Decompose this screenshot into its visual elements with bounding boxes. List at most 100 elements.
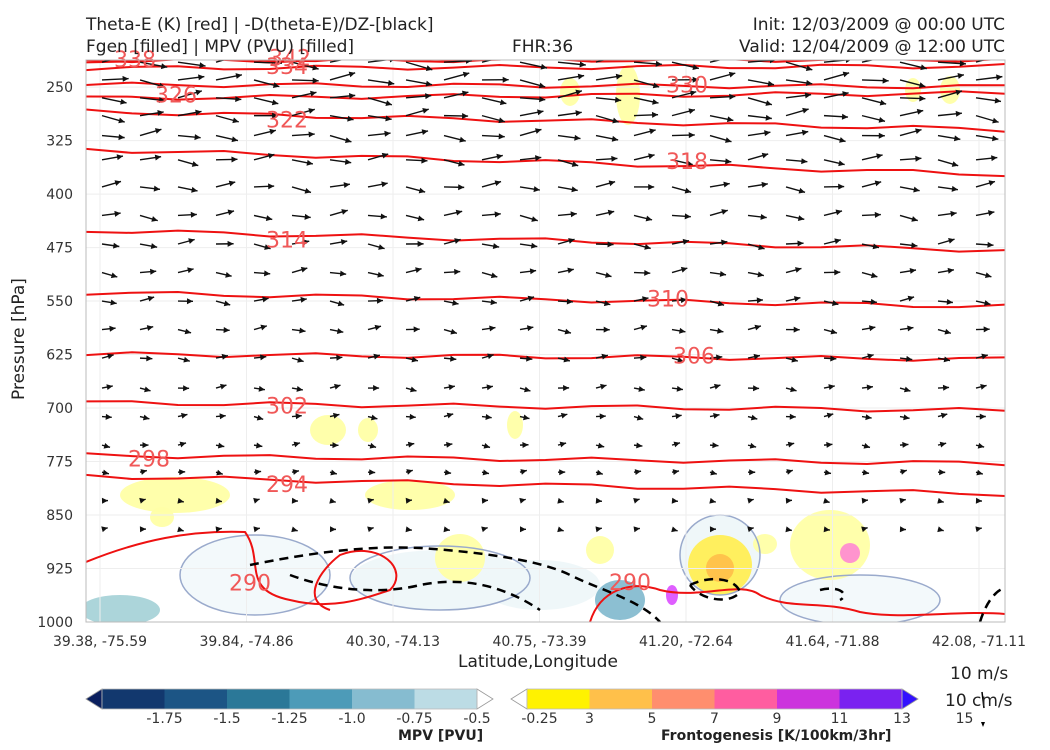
wind-vector-head-360 [103, 442, 111, 449]
mpv-colorbar: -1.75 -1.5 -1.25 -1.0 -0.75 -0.5 -0.25 [85, 688, 558, 727]
wind-vector-head-308 [867, 353, 874, 360]
wind-vector-head-67 [842, 91, 849, 97]
wind-vector-head-347 [523, 414, 530, 421]
wind-vector-head-337 [142, 414, 150, 421]
wind-vector-head-336 [105, 413, 112, 420]
wind-vector-head-222 [339, 270, 347, 277]
header-left-line2: Fgen [filled] | MPV (PVU) [filled] [86, 37, 355, 57]
wind-vector-head-288 [107, 353, 114, 360]
wind-vector-head-99 [231, 136, 238, 143]
mpv-colorbar-swatch-3 [227, 689, 290, 709]
fill-blob-4 [780, 575, 940, 622]
wind-vector-head-285 [907, 325, 914, 332]
wind-vector-head-318 [334, 383, 341, 390]
wind-vector-head-300 [563, 356, 570, 363]
wind-vector-head-183 [684, 213, 691, 220]
wind-vector-head-129 [458, 160, 465, 167]
wind-vector-head-27 [235, 73, 242, 79]
wind-vector-head-452 [861, 526, 868, 533]
wind-vector-head-196 [264, 244, 271, 250]
stability-contour-4 [819, 587, 846, 602]
wind-vector-head-330 [790, 386, 797, 393]
wind-vector-head-299 [526, 355, 533, 362]
wind-vector-head-195 [227, 240, 234, 247]
x-tick-label-0: 39.38, -75.59 [53, 634, 147, 650]
wind-vector-head-78 [347, 115, 354, 122]
wind-vector-head-350 [636, 414, 644, 421]
wind-vector-head-95 [992, 117, 999, 124]
wind-vector-head-22 [959, 60, 966, 67]
wind-vector-head-385 [140, 469, 147, 475]
wind-vector-head-117 [915, 128, 922, 135]
wind-vector-head-236 [870, 272, 878, 279]
wind-vector-head-361 [142, 442, 149, 449]
wind-vector-head-188 [874, 211, 881, 218]
wind-vector-head-384 [102, 469, 109, 476]
fgen-colorbar-tick-5: 13 [893, 711, 911, 727]
wind-vector-head-181 [607, 209, 615, 216]
wind-vector-head-5 [312, 64, 319, 71]
fgen-colorbar-swatch-1 [527, 689, 590, 709]
mpv-outline-3 [779, 574, 941, 622]
wind-vector-head-96 [118, 134, 125, 141]
y-tick-label-5: 625 [46, 348, 73, 364]
fill-blob-21 [753, 534, 777, 554]
wind-vector-head-370 [483, 442, 490, 449]
wind-vector-head-389 [292, 469, 299, 475]
wind-vector-head-65 [765, 100, 772, 106]
wind-vector-head-229 [605, 272, 612, 278]
reference-vector-vertical: 10 cm/s [945, 691, 1013, 711]
wind-vector-head-185 [760, 213, 767, 220]
wind-vector-head-331 [828, 384, 835, 390]
wind-vector-head-346 [485, 414, 492, 420]
wind-vector-head-141 [915, 155, 922, 162]
wind-vector-head-234 [795, 267, 802, 273]
theta-e-contour-1 [86, 60, 999, 64]
wind-vector-head-145 [153, 185, 160, 192]
wind-vector-head-232 [719, 270, 727, 277]
wind-vector-head-405 [900, 469, 907, 475]
wind-vector-head-194 [188, 238, 195, 244]
theta-e-contour-11 [86, 452, 1005, 467]
wind-vector-head-349 [599, 413, 606, 420]
wind-vector-head-16 [731, 60, 732, 61]
wind-vector-head-157 [608, 180, 616, 187]
wind-vector-head-256 [717, 300, 725, 307]
wind-vector-head-156 [571, 186, 578, 193]
wind-vector-head-102 [344, 137, 352, 144]
wind-vector-head-417 [443, 497, 450, 504]
fgen-colorbar-end-left [510, 688, 528, 710]
wind-vector-head-277 [603, 326, 610, 333]
wind-vector-head-316 [258, 385, 265, 392]
wind-vector-head-110 [649, 128, 656, 135]
wind-vector-head-451 [823, 526, 830, 533]
y-tick-label-1: 325 [46, 134, 73, 150]
wind-vector-head-432 [101, 526, 108, 533]
wind-vector-head-276 [564, 328, 571, 335]
wind-vector-head-216 [110, 272, 118, 279]
wind-vector-head-294 [336, 354, 343, 361]
wind-vector-head-312 [106, 384, 113, 391]
wind-vector-head-205 [607, 241, 614, 248]
wind-vector-head-390 [330, 469, 337, 476]
wind-vector-head-179 [531, 216, 538, 222]
wind-vector-head-227 [529, 268, 537, 275]
wind-vector-head-212 [872, 243, 880, 250]
wind-vector-head-184 [721, 209, 728, 215]
header-left-line1: Theta-E (K) [red] | -D(theta-E)/DZ-[blac… [86, 15, 434, 35]
wind-vector-head-159 [684, 187, 692, 194]
wind-vector-head-430 [937, 497, 944, 504]
contour-label-14: 290 [609, 571, 651, 596]
wind-vector-head-140 [876, 153, 883, 160]
mpv-colorbar-tick-0: -1.75 [146, 711, 182, 727]
wind-vector-head-340 [256, 414, 264, 421]
wind-vector-head-363 [217, 442, 225, 449]
wind-vector-head-342 [332, 412, 340, 419]
wind-vector-head-275 [526, 325, 534, 332]
wind-vector-head-28 [272, 82, 280, 88]
fgen-colorbar-swatch-6 [839, 689, 903, 709]
fill-blob-17 [358, 418, 378, 442]
y-tick-label-8: 850 [46, 508, 73, 524]
wind-vector-head-324 [563, 384, 570, 391]
